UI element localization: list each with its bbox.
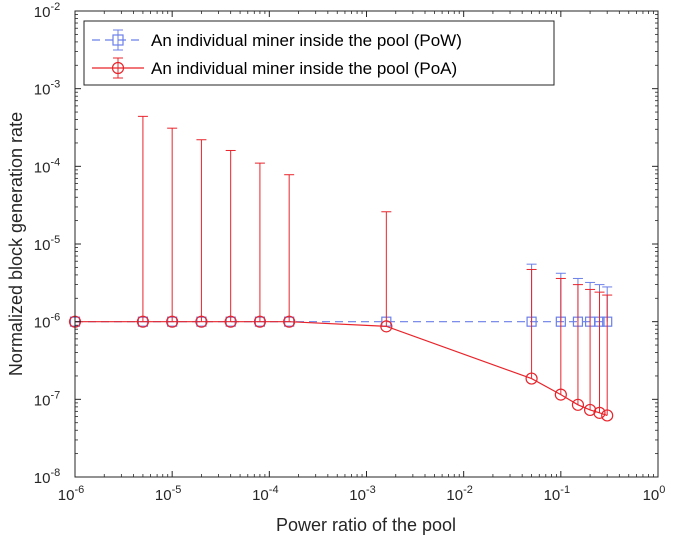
data-point-poa <box>136 315 150 328</box>
x-tick-label-exponent: -5 <box>172 484 182 496</box>
series-poa <box>68 115 614 422</box>
y-axis-label: Normalized block generation rate <box>6 112 26 376</box>
legend-entry-pow: An individual miner inside the pool (PoW… <box>92 29 462 51</box>
y-tick-label-base: 10 <box>34 82 51 99</box>
data-point-poa <box>380 320 393 333</box>
y-tick-label-exponent: -7 <box>50 389 60 401</box>
legend-marker-poa <box>111 61 125 75</box>
tick-label-layer: 10-6 10-5 10-4 10-3 10-2 10-1 10010-810-710-61… <box>34 1 666 504</box>
y-tick-label-exponent: -2 <box>50 1 60 13</box>
x-tick-label-exponent: -1 <box>560 484 570 496</box>
y-tick-label-base: 10 <box>34 159 51 176</box>
x-tick-label-exponent: -3 <box>366 484 376 496</box>
data-point-poa <box>554 388 567 401</box>
legend: An individual miner inside the pool (PoW… <box>83 20 555 86</box>
legend-entry-poa: An individual miner inside the pool (PoA… <box>92 57 457 79</box>
x-tick-label-base: 10 <box>544 487 561 504</box>
data-point-poa <box>571 398 585 411</box>
x-tick-label-base: 10 <box>252 487 269 504</box>
x-tick-label: 10-5 <box>155 484 181 504</box>
x-tick-label: 10-3 <box>349 484 375 504</box>
y-tick-label-exponent: -5 <box>50 234 60 246</box>
data-point-poa <box>195 315 208 328</box>
x-tick-label-base: 10 <box>446 487 463 504</box>
data-point-poa <box>525 372 538 385</box>
x-tick-label-base: 10 <box>155 487 172 504</box>
y-tick-label: 10-7 <box>34 389 60 409</box>
y-tick-label-exponent: -4 <box>50 156 60 168</box>
y-tick-label-base: 10 <box>34 315 51 332</box>
y-tick-label-exponent: -6 <box>50 312 60 324</box>
axes-layer <box>74 10 659 478</box>
y-tick-label-base: 10 <box>34 4 51 21</box>
y-tick-label-base: 10 <box>34 237 51 254</box>
x-tick-label: 10-6 <box>58 484 84 504</box>
y-tick-label: 10-6 <box>34 312 60 332</box>
y-tick-label: 10-2 <box>34 1 60 21</box>
data-point-poa <box>166 315 179 328</box>
y-tick-label: 10-8 <box>34 467 60 487</box>
data-point-poa <box>583 403 597 417</box>
series-line-poa <box>75 321 608 417</box>
legend-marker-pow <box>112 34 124 46</box>
x-tick-label: 10-2 <box>446 484 472 504</box>
data-point-poa <box>601 409 614 422</box>
legend-label-poa: An individual miner inside the pool (PoA… <box>151 59 457 78</box>
y-tick-label: 10-4 <box>34 156 60 176</box>
x-tick-label-exponent: 0 <box>659 484 665 496</box>
x-tick-label: 100 <box>643 484 666 504</box>
y-tick-label: 10-5 <box>34 234 60 254</box>
x-tick-label-base: 10 <box>643 487 660 504</box>
y-tick-label: 10-3 <box>34 79 60 99</box>
y-tick-label-exponent: -8 <box>50 467 60 479</box>
legend-label-pow: An individual miner inside the pool (PoW… <box>151 31 462 50</box>
x-axis-label: Power ratio of the pool <box>276 515 456 535</box>
x-tick-label-exponent: -6 <box>74 484 84 496</box>
legend-box <box>83 20 555 86</box>
x-tick-label-base: 10 <box>58 487 75 504</box>
y-tick-label-base: 10 <box>34 470 51 487</box>
x-tick-label: 10-1 <box>544 484 570 504</box>
data-point-poa <box>593 406 606 419</box>
x-tick-label-base: 10 <box>349 487 366 504</box>
y-tick-label-base: 10 <box>34 392 51 409</box>
data-point-poa <box>224 315 237 328</box>
series-layer <box>68 115 614 422</box>
y-tick-label-exponent: -3 <box>50 79 60 91</box>
x-tick-label-exponent: -2 <box>463 484 473 496</box>
x-tick-label-exponent: -4 <box>269 484 279 496</box>
data-point-poa <box>253 315 267 328</box>
x-tick-label: 10-4 <box>252 484 278 504</box>
data-point-poa <box>283 315 296 328</box>
